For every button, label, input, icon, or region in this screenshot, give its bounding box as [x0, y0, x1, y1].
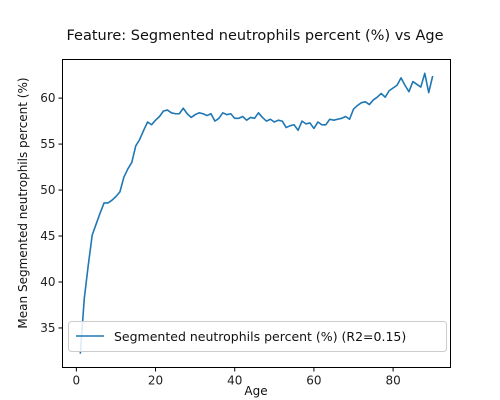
- x-axis-label: Age: [244, 384, 267, 398]
- y-tick-label: 40: [40, 275, 55, 289]
- plot-frame: [62, 59, 451, 368]
- x-tick-label: 80: [385, 374, 400, 388]
- y-axis: 35 40 45 50 55 60: [40, 91, 63, 335]
- x-axis: 0 20 40 60 80: [73, 367, 401, 388]
- y-tick-label: 50: [40, 183, 55, 197]
- x-tick-label: 20: [148, 374, 163, 388]
- y-tick-label: 45: [40, 229, 55, 243]
- plot-layer: [79, 72, 434, 354]
- series-line: [79, 72, 434, 354]
- legend: Segmented neutrophils percent (%) (R2=0.…: [68, 321, 447, 352]
- y-tick-label: 55: [40, 137, 55, 151]
- y-tick-label: 35: [40, 321, 55, 335]
- legend-label: Segmented neutrophils percent (%) (R2=0.…: [114, 329, 406, 344]
- y-axis-label: Mean Segmented neutrophils percent (%): [16, 77, 30, 328]
- y-tick-label: 60: [40, 91, 55, 105]
- x-tick-label: 40: [227, 374, 242, 388]
- chart-title: Feature: Segmented neutrophils percent (…: [66, 28, 443, 44]
- x-tick-label: 60: [306, 374, 321, 388]
- x-tick-label: 0: [73, 374, 81, 388]
- legend-box: [68, 321, 447, 352]
